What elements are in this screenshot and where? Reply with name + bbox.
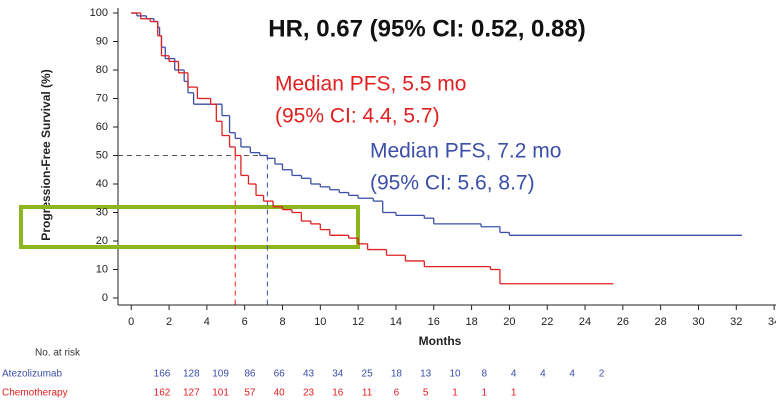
x-tick-label: 4 [204,316,210,328]
x-tick-label: 30 [692,316,704,328]
risk-count: 8 [482,369,488,380]
risk-count: 66 [274,369,286,380]
y-tick-label: 10 [96,263,108,275]
risk-row-label: Atezolizumab [2,369,62,380]
y-tick-label: 100 [90,7,108,19]
y-tick-label: 0 [102,292,108,304]
x-tick-label: 26 [617,316,629,328]
y-axis-label: Progression-Free Survival (%) [39,69,53,240]
y-tick-label: 80 [96,64,108,76]
risk-count: 18 [391,369,403,380]
risk-count: 25 [362,369,374,380]
x-tick-label: 32 [730,316,742,328]
risk-count: 16 [332,388,344,399]
x-tick-label: 6 [242,316,248,328]
y-tick-label: 70 [96,92,108,104]
risk-count: 128 [183,369,200,380]
risk-table-title: No. at risk [35,348,81,359]
x-tick-label: 28 [655,316,667,328]
median-annotation: Median PFS, 5.5 mo [275,73,466,96]
y-tick-label: 90 [96,35,108,47]
risk-count: 40 [274,388,286,399]
x-tick-label: 10 [314,316,326,328]
x-tick-label: 16 [428,316,440,328]
risk-count: 34 [332,369,344,380]
risk-count: 23 [303,388,315,399]
risk-count: 4 [569,369,575,380]
x-tick-label: 34 [768,316,776,328]
risk-count: 127 [183,388,200,399]
highlight-box [19,205,360,249]
risk-count: 4 [540,369,546,380]
y-tick-label: 30 [96,206,108,218]
x-tick-label: 12 [352,316,364,328]
x-tick-label: 8 [279,316,285,328]
risk-count: 1 [511,388,517,399]
x-tick-label: 2 [166,316,172,328]
risk-count: 109 [212,369,229,380]
risk-count: 86 [244,369,256,380]
x-tick-label: 20 [503,316,515,328]
x-tick-label: 0 [128,316,134,328]
y-tick-label: 60 [96,121,108,133]
risk-count: 101 [212,388,229,399]
x-tick-label: 22 [541,316,553,328]
risk-count: 57 [244,388,256,399]
risk-count: 13 [420,369,432,380]
risk-count: 1 [452,388,458,399]
risk-count: 1 [482,388,488,399]
risk-count: 166 [154,369,171,380]
median-annotation: (95% CI: 5.6, 8.7) [370,172,535,195]
risk-count: 5 [423,388,429,399]
y-tick-label: 20 [96,235,108,247]
risk-count: 2 [599,369,605,380]
risk-count: 6 [394,388,400,399]
risk-count: 11 [362,388,373,399]
risk-count: 4 [511,369,517,380]
x-tick-label: 14 [390,316,402,328]
risk-row-label: Chemotherapy [2,388,68,399]
chart-title: HR, 0.67 (95% CI: 0.52, 0.88) [268,15,585,42]
x-axis-label: Months [419,334,462,348]
risk-count: 10 [449,369,461,380]
x-tick-label: 18 [465,316,477,328]
x-tick-label: 24 [579,316,591,328]
y-tick-label: 50 [96,149,108,161]
risk-count: 43 [303,369,315,380]
y-tick-label: 40 [96,178,108,190]
median-annotation: Median PFS, 7.2 mo [370,140,561,163]
risk-count: 162 [154,388,171,399]
median-annotation: (95% CI: 4.4, 5.7) [275,105,440,128]
